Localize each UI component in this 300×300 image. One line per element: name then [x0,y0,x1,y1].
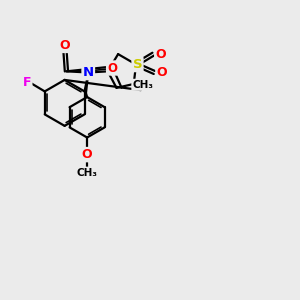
Text: O: O [60,39,70,52]
Text: N: N [83,66,94,79]
Text: S: S [133,58,142,71]
Text: O: O [107,61,117,74]
Text: F: F [23,76,31,89]
Text: O: O [156,66,167,79]
Text: CH₃: CH₃ [76,168,98,178]
Text: O: O [155,48,166,61]
Text: CH₃: CH₃ [132,80,153,90]
Text: O: O [82,148,92,161]
